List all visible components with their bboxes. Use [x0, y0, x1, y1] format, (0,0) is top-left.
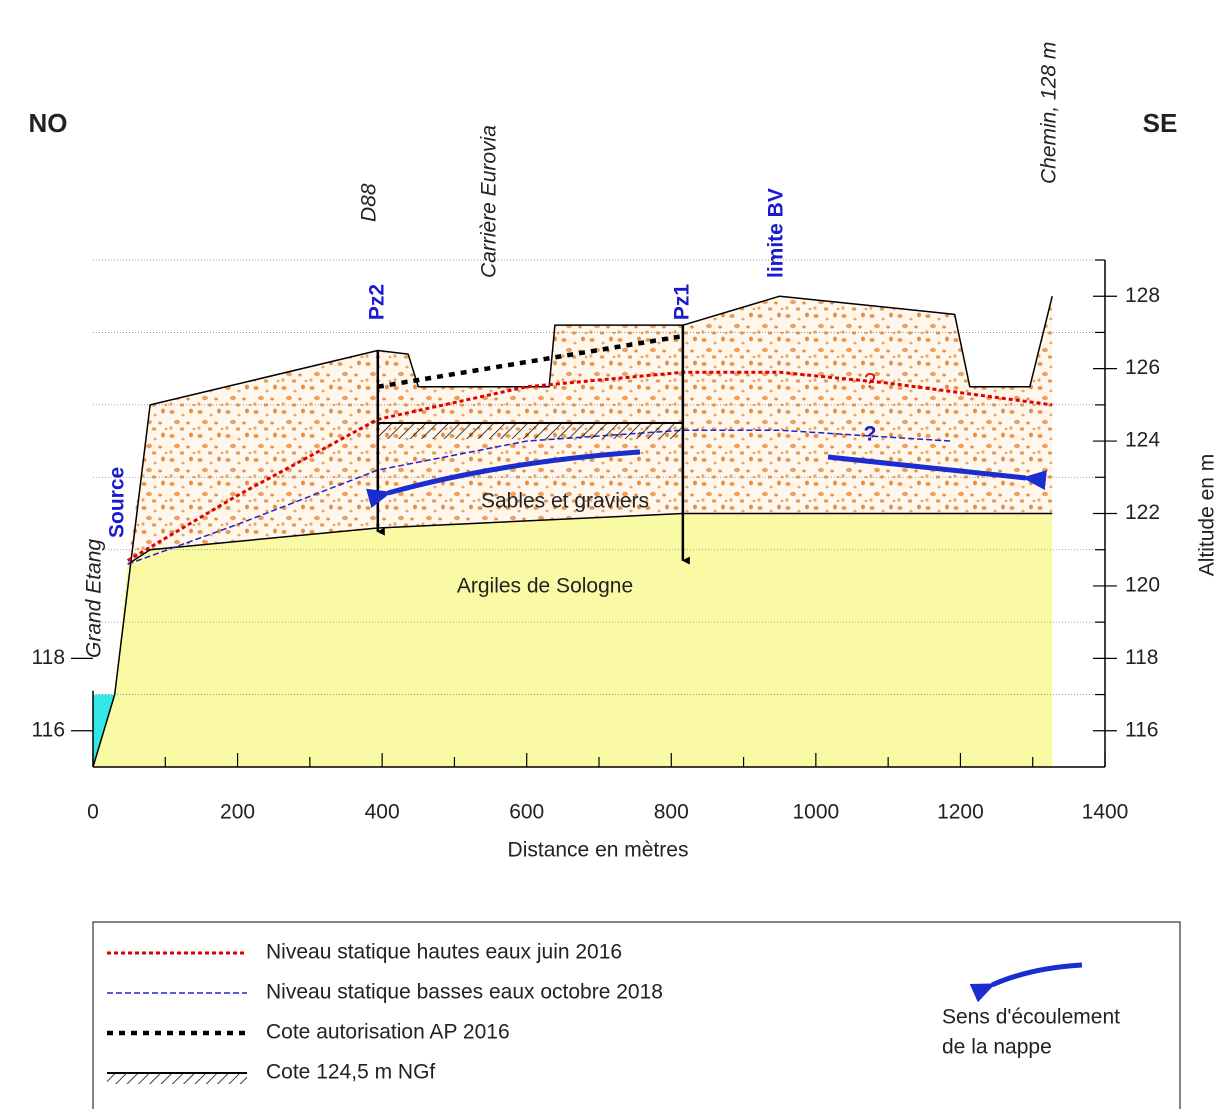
annotation: Source — [106, 467, 129, 538]
y-tick-label: 116 — [32, 718, 65, 741]
x-tick-label: 1400 — [1082, 801, 1129, 824]
x-tick-label: 800 — [654, 801, 689, 824]
well-label: Pz1 — [670, 284, 693, 321]
annotation: limite BV — [765, 188, 788, 278]
x-tick-label: 1200 — [937, 801, 984, 824]
y-tick-label: 118 — [1125, 646, 1158, 669]
y-tick-label: 120 — [1125, 573, 1160, 596]
x-tick-label: 600 — [509, 801, 544, 824]
annotation: ? — [864, 370, 876, 393]
hatch — [378, 423, 683, 439]
annotation: Argiles de Sologne — [457, 575, 633, 598]
y-tick-label: 126 — [1125, 356, 1160, 379]
x-tick-label: 1000 — [792, 801, 839, 824]
x-tick-label: 200 — [220, 801, 255, 824]
x-axis-label: Distance en mètres — [508, 839, 689, 862]
well-label: Pz2 — [365, 284, 388, 320]
x-tick-label: 0 — [87, 801, 99, 824]
y-tick-label: 116 — [1125, 718, 1158, 741]
legend-label: Cote autorisation AP 2016 — [266, 1021, 510, 1044]
annotation: ? — [864, 423, 877, 446]
y-tick-label: 128 — [1125, 284, 1160, 307]
chart: 116 118 120 122 124 126 128 116 118 0 200 400 600 800… — [0, 0, 1222, 1109]
annotation: Carrière Eurovia — [478, 125, 501, 278]
annotation: Grand Etang — [83, 539, 106, 658]
legend-label: Niveau statique hautes eaux juin 2016 — [266, 941, 622, 964]
annotation: D88 — [358, 183, 381, 222]
y-tick-label: 118 — [32, 646, 65, 669]
x-tick-label: 400 — [365, 801, 400, 824]
y-axis-label: Altitude en m — [1196, 454, 1219, 577]
orientation: NO — [29, 108, 68, 138]
orientation: SE — [1143, 108, 1178, 138]
legend-label: Cote 124,5 m NGf — [266, 1061, 435, 1084]
legend-text: Sens d'écoulement — [942, 1006, 1120, 1029]
y-tick-label: 122 — [1125, 501, 1160, 524]
y-tick-label: 124 — [1125, 429, 1160, 452]
clay-layer — [93, 514, 1052, 768]
annotation: Sables et graviers — [481, 490, 649, 513]
annotation: Chemin, 128 m — [1038, 42, 1061, 184]
legend-hatch — [107, 1074, 247, 1084]
legend-text: de la nappe — [942, 1036, 1052, 1059]
legend-label: Niveau statique basses eaux octobre 2018 — [266, 981, 663, 1004]
fills — [93, 296, 1052, 767]
